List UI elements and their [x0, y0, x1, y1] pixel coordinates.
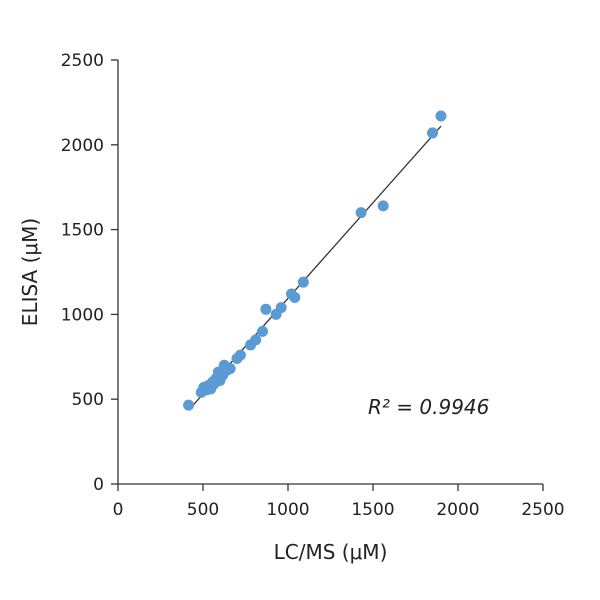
data-point: [183, 399, 195, 411]
data-point: [377, 200, 389, 212]
axes: 0 500 1000 1500 2000 2500 0 500 1000 1500 2000 2500: [61, 51, 565, 520]
data-point: [297, 276, 309, 288]
data-point: [234, 349, 246, 361]
data-point: [289, 291, 301, 303]
data-point: [427, 127, 438, 139]
y-tick-label: 2500: [61, 51, 104, 71]
data-point: [275, 302, 287, 314]
y-axis-title: ELISA (μM): [18, 218, 42, 326]
x-tick-label: 2500: [521, 500, 564, 520]
y-tick-label: 1000: [61, 305, 104, 325]
y-tick-label: 1500: [61, 221, 104, 241]
y-tick-label: 0: [93, 475, 104, 495]
data-point: [257, 325, 268, 337]
data-point: [260, 303, 272, 315]
y-tick-label: 500: [72, 390, 104, 410]
r-squared-annotation: R² = 0.9946: [368, 395, 489, 419]
x-tick-label: 1500: [351, 500, 394, 520]
x-tick-label: 0: [113, 500, 124, 520]
data-point: [435, 110, 447, 122]
regression-line: [188, 125, 442, 410]
x-axis-title: LC/MS (μM): [274, 540, 388, 564]
data-point: [355, 207, 367, 219]
data-point: [250, 334, 262, 346]
scatter-points: [183, 110, 447, 411]
x-tick-label: 500: [187, 500, 219, 520]
y-tick-label: 2000: [61, 136, 104, 156]
x-tick-label: 2000: [436, 500, 479, 520]
x-tick-label: 1000: [266, 500, 309, 520]
data-point: [224, 363, 236, 375]
fit-line-layer: [188, 125, 442, 410]
